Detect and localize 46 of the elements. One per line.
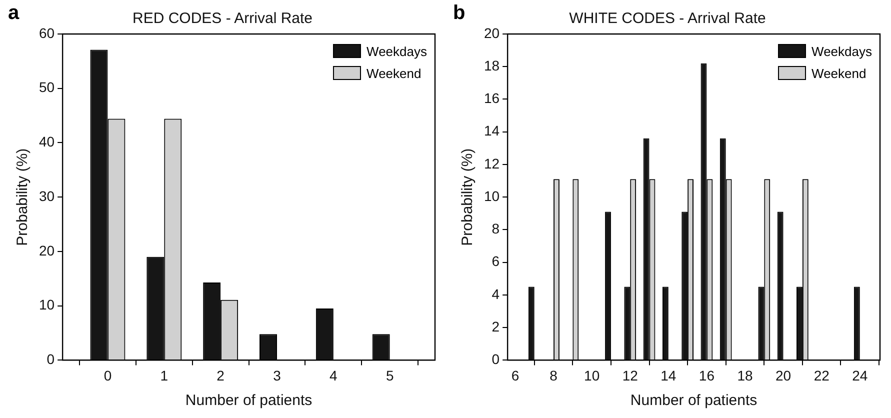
y-tick-label: 20 [484,24,500,41]
y-tick-label: 30 [38,188,55,204]
x-axis-title: Number of patients [185,392,312,410]
x-tick-label: 20 [776,367,792,384]
y-tick-label: 4 [492,286,500,302]
y-tick-label: 8 [492,220,500,237]
y-tick-label: 10 [484,188,500,204]
y-tick-label: 40 [38,134,55,150]
x-tick-label: 8 [550,367,558,384]
y-tick-label: 18 [484,57,500,74]
y-tick-label: 12 [484,155,500,172]
x-tick-label: 14 [660,367,676,384]
text: b [453,2,466,25]
x-tick-label: 6 [511,367,520,384]
x-tick-label: 2 [216,367,225,384]
x-tick-label: 0 [104,367,112,384]
y-tick-label: 6 [492,253,500,270]
y-tick-label: 14 [484,122,500,139]
x-tick-label: 4 [330,367,338,384]
x-tick-label: 12 [622,367,638,384]
y-axis-title: Probability (%) [459,148,476,246]
x-tick-label: 24 [852,367,868,384]
y-tick-label: 0 [492,351,500,368]
y-tick-label: 20 [38,242,55,258]
y-tick-label: 16 [484,90,500,106]
y-tick-label: 50 [38,79,55,96]
y-tick-label: 0 [46,351,55,368]
x-tick-label: 16 [698,367,715,384]
legend-label: Weekdays [812,44,872,58]
x-tick-label: 3 [273,367,282,384]
chart-title: RED CODES - Arrival Rate [132,10,313,28]
x-tick-label: 22 [814,367,830,384]
text: a [8,2,20,25]
legend-label: Weekend [366,66,422,80]
y-tick-label: 10 [38,296,55,313]
legend-label: Weekdays [366,44,427,58]
y-axis-title: Probability (%) [14,148,32,246]
x-tick-label: 18 [737,367,754,384]
chart-title: WHITE CODES - Arrival Rate [569,10,766,28]
x-tick-label: 10 [584,367,600,384]
y-tick-label: 2 [492,318,500,334]
x-axis-title: Number of patients [630,392,758,410]
y-tick-label: 60 [38,24,55,41]
legend-label: Weekend [812,66,866,80]
x-tick-label: 5 [386,367,394,384]
x-tick-label: 1 [160,367,168,384]
